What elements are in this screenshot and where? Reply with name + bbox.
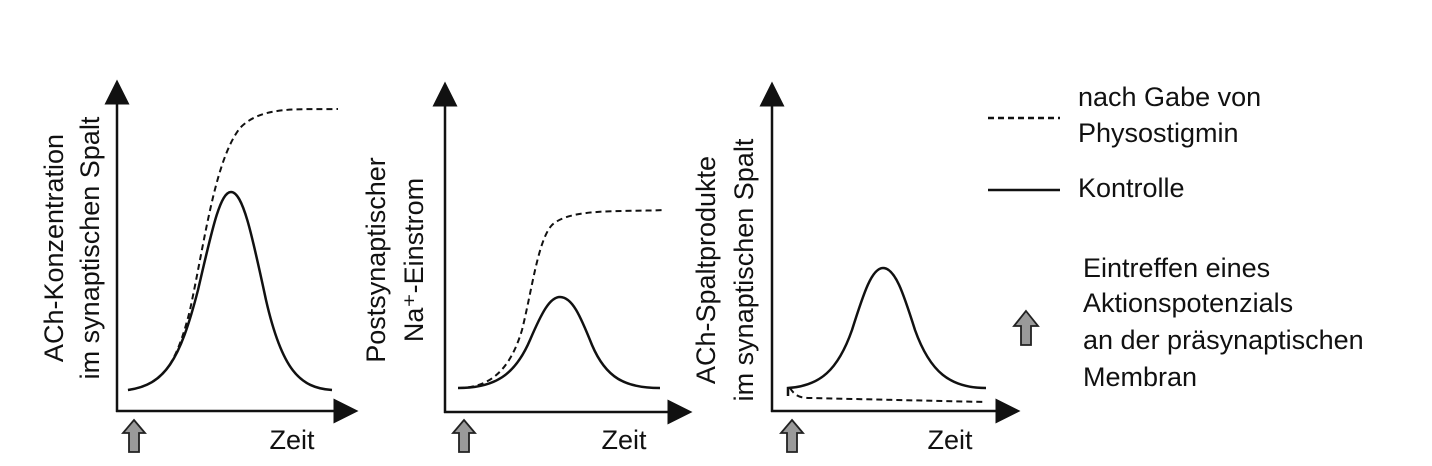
control-curve (127, 190, 333, 392)
legend-label: Membran (1083, 362, 1197, 392)
legend-label: an der präsynaptischen (1083, 325, 1364, 355)
physostigmin-curve (789, 387, 987, 403)
y-label: ACh-Konzentration (39, 134, 69, 362)
ap-arrow (779, 418, 805, 453)
legend-label: Kontrolle (1078, 173, 1185, 203)
panel-1: ACh-Konzentration im synaptischen Spalt … (39, 79, 359, 455)
panel-2: Postsynaptischer Na⁺-Einstrom Zeit (361, 81, 693, 455)
y-label: im synaptischen Spalt (75, 116, 105, 379)
legend-label: Eintreffen eines (1083, 253, 1270, 283)
ap-arrow (121, 418, 147, 453)
x-label: Zeit (927, 425, 973, 455)
y-label: ACh-Spaltprodukte (691, 156, 721, 384)
ap-arrow (451, 418, 477, 453)
control-curve (457, 295, 661, 390)
y-label: Na⁺-Einstrom (399, 178, 429, 342)
x-label: Zeit (601, 425, 647, 455)
legend: nach Gabe von Physostigmin Kontrolle Ein… (988, 82, 1364, 392)
control-curve (786, 266, 987, 396)
physostigmin-curve (127, 108, 339, 391)
legend-arrow (1012, 309, 1040, 346)
y-label: Postsynaptischer (361, 157, 391, 363)
x-label: Zeit (269, 425, 315, 455)
legend-label: Physostigmin (1078, 118, 1239, 148)
physostigmin-curve (457, 209, 666, 389)
y-label: im synaptischen Spalt (729, 138, 759, 401)
legend-label: Aktionspotenzials (1083, 288, 1293, 318)
panel-3: ACh-Spaltprodukte im synaptischen Spalt … (691, 81, 1021, 455)
legend-label: nach Gabe von (1078, 82, 1261, 112)
